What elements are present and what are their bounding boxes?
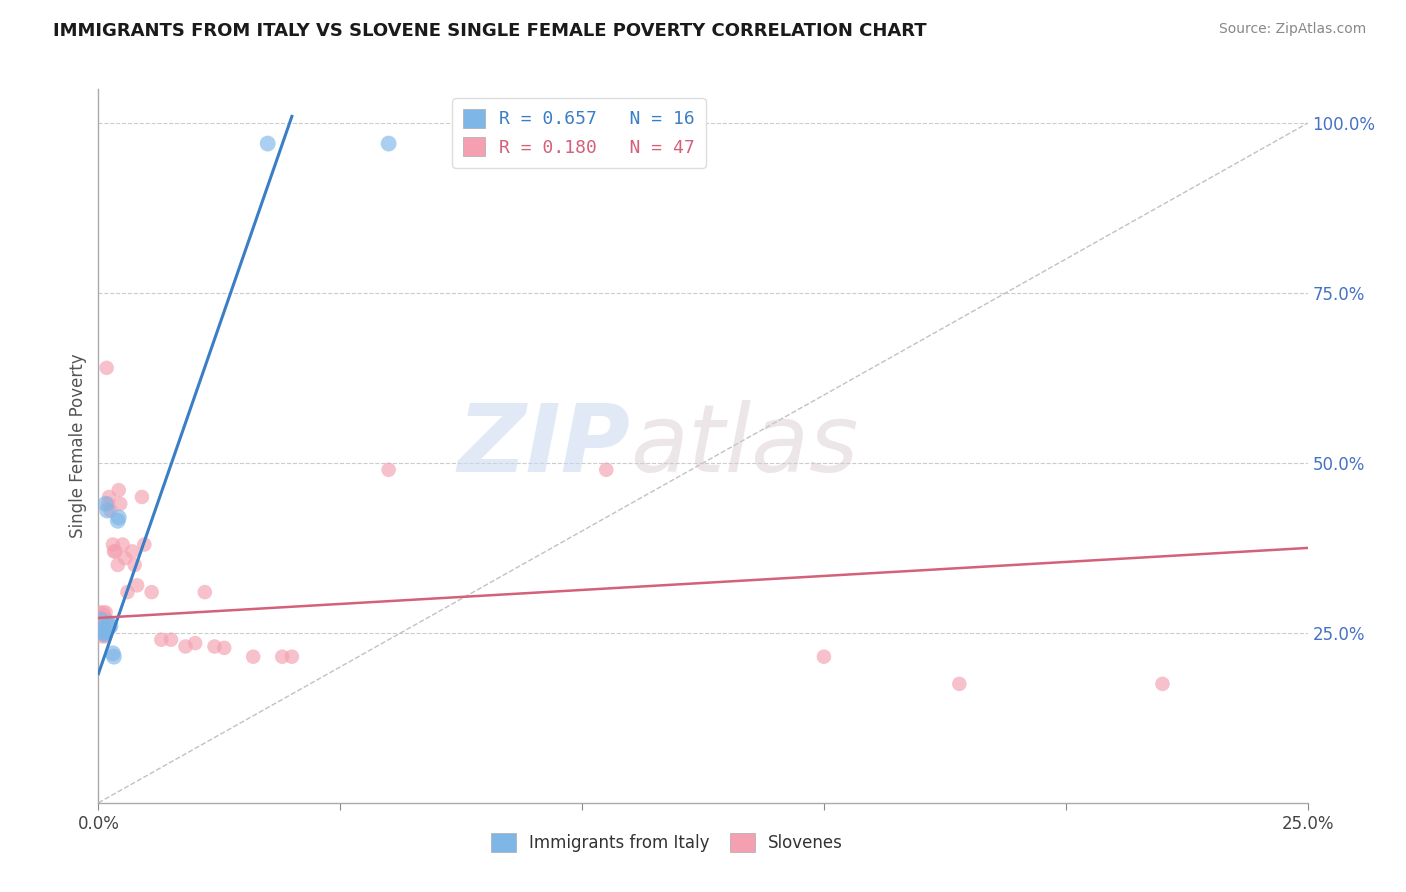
Point	[104, 544, 127, 558]
Point	[98, 620, 121, 634]
Point	[97, 615, 120, 630]
Point	[117, 585, 139, 599]
Point	[107, 558, 129, 572]
Point	[89, 612, 111, 626]
Point	[813, 649, 835, 664]
Text: atlas: atlas	[630, 401, 859, 491]
Point	[271, 649, 294, 664]
Point	[184, 636, 207, 650]
Point	[1152, 677, 1174, 691]
Text: ZIP: ZIP	[457, 400, 630, 492]
Point	[103, 544, 125, 558]
Point	[90, 617, 112, 632]
Point	[242, 649, 264, 664]
Point	[134, 537, 156, 551]
Point	[948, 677, 970, 691]
Point	[93, 627, 115, 641]
Point	[93, 619, 115, 633]
Point	[121, 544, 143, 558]
Point	[96, 612, 118, 626]
Point	[377, 463, 399, 477]
Point	[94, 497, 117, 511]
Point	[93, 608, 115, 623]
Point	[101, 537, 124, 551]
Text: Source: ZipAtlas.com: Source: ZipAtlas.com	[1219, 22, 1367, 37]
Legend: Immigrants from Italy, Slovenes: Immigrants from Italy, Slovenes	[484, 827, 849, 859]
Point	[90, 623, 112, 637]
Point	[204, 640, 226, 654]
Point	[98, 490, 121, 504]
Point	[94, 624, 117, 639]
Y-axis label: Single Female Poverty: Single Female Poverty	[69, 354, 87, 538]
Point	[103, 649, 125, 664]
Point	[96, 503, 118, 517]
Point	[91, 623, 114, 637]
Point	[94, 606, 117, 620]
Point	[89, 606, 111, 620]
Point	[160, 632, 183, 647]
Point	[114, 551, 136, 566]
Point	[96, 360, 118, 375]
Point	[111, 537, 134, 551]
Point	[124, 558, 146, 572]
Point	[107, 514, 129, 528]
Point	[107, 510, 129, 524]
Point	[93, 626, 115, 640]
Point	[97, 497, 120, 511]
Point	[595, 463, 617, 477]
Point	[100, 503, 122, 517]
Point	[141, 585, 163, 599]
Text: IMMIGRANTS FROM ITALY VS SLOVENE SINGLE FEMALE POVERTY CORRELATION CHART: IMMIGRANTS FROM ITALY VS SLOVENE SINGLE …	[53, 22, 927, 40]
Point	[91, 629, 114, 643]
Point	[91, 626, 114, 640]
Point	[90, 626, 112, 640]
Point	[107, 483, 129, 498]
Point	[377, 136, 399, 151]
Point	[256, 136, 278, 151]
Point	[212, 640, 235, 655]
Point	[150, 632, 173, 647]
Point	[108, 497, 131, 511]
Point	[174, 640, 197, 654]
Point	[91, 606, 114, 620]
Point	[90, 612, 112, 626]
Point	[194, 585, 217, 599]
Point	[281, 649, 304, 664]
Point	[127, 578, 149, 592]
Point	[101, 646, 124, 660]
Point	[100, 619, 122, 633]
Point	[131, 490, 153, 504]
Point	[94, 629, 117, 643]
